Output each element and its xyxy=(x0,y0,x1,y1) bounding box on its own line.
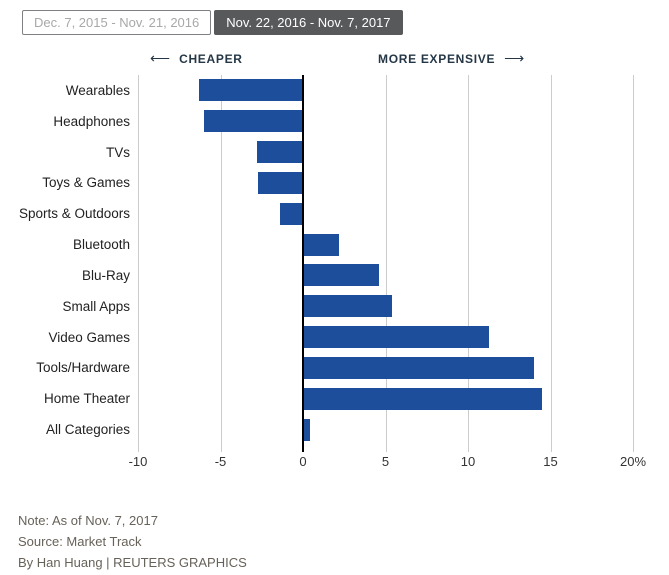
gridline--5 xyxy=(220,75,222,452)
gridline-15 xyxy=(550,75,552,452)
category-label-video-games: Video Games xyxy=(48,329,130,345)
x-tick-label-0: 0 xyxy=(299,454,307,469)
bar-sports-outdoors xyxy=(279,202,303,225)
cheaper-direction-label: ⟵ CHEAPER xyxy=(150,50,243,67)
category-label-wearables: Wearables xyxy=(65,82,130,98)
source-text: Source: Market Track xyxy=(18,534,142,549)
cheaper-label: CHEAPER xyxy=(179,52,243,66)
bar-all-categories xyxy=(303,418,310,441)
category-labels-column: Wearables Headphones TVs Toys & Games Sports… xyxy=(0,75,130,445)
gridline-10 xyxy=(468,75,469,452)
x-tick-label--5: -5 xyxy=(214,454,227,469)
category-label-all-categories: All Categories xyxy=(45,422,130,438)
x-tick-label--10: -10 xyxy=(128,454,148,469)
right-arrow-icon: ⟶ xyxy=(504,50,525,66)
left-arrow-icon: ⟵ xyxy=(150,50,171,66)
bar-bluetooth xyxy=(303,233,340,256)
x-tick-label-15: 15 xyxy=(543,454,558,469)
plot-area xyxy=(138,75,634,452)
bar-small-apps xyxy=(303,295,393,318)
category-label-bluetooth: Bluetooth xyxy=(72,237,130,253)
more-expensive-label: MORE EXPENSIVE xyxy=(378,52,496,66)
note-text: Note: As of Nov. 7, 2017 xyxy=(18,513,158,528)
bar-blu-ray xyxy=(303,264,379,287)
gridline-5 xyxy=(385,75,387,452)
tab-period-2[interactable]: Nov. 22, 2016 - Nov. 7, 2017 xyxy=(214,10,403,35)
category-label-headphones: Headphones xyxy=(53,113,130,129)
tab-period-1[interactable]: Dec. 7, 2015 - Nov. 21, 2016 xyxy=(22,10,212,35)
gridline--10 xyxy=(138,75,139,452)
byline-text: By Han Huang | REUTERS GRAPHICS xyxy=(18,555,247,570)
bar-headphones xyxy=(204,110,303,133)
category-label-tvs: TVs xyxy=(105,144,130,160)
category-label-small-apps: Small Apps xyxy=(62,298,130,314)
zero-axis-line xyxy=(302,75,304,452)
category-label-tools-hardware: Tools/Hardware xyxy=(36,360,130,376)
bar-tools-hardware xyxy=(303,356,534,379)
bar-wearables xyxy=(199,79,303,102)
bar-home-theater xyxy=(303,387,543,410)
period-tabs: Dec. 7, 2015 - Nov. 21, 2016 Nov. 22, 201… xyxy=(22,10,403,35)
bar-toys-games xyxy=(258,171,303,194)
category-label-toys-games: Toys & Games xyxy=(42,175,130,191)
chart-footer: Note: As of Nov. 7, 2017 Source: Market … xyxy=(18,510,247,573)
category-label-blu-ray: Blu-Ray xyxy=(81,267,130,283)
gridline-20 xyxy=(633,75,634,452)
category-label-home-theater: Home Theater xyxy=(43,391,130,407)
x-tick-label-20: 20% xyxy=(619,454,647,469)
bar-video-games xyxy=(303,326,490,349)
category-label-sports-outdoors: Sports & Outdoors xyxy=(18,206,130,222)
more-expensive-direction-label: MORE EXPENSIVE ⟶ xyxy=(378,50,524,67)
bar-tvs xyxy=(256,141,303,164)
x-tick-label-10: 10 xyxy=(460,454,476,469)
x-tick-label-5: 5 xyxy=(381,454,390,469)
